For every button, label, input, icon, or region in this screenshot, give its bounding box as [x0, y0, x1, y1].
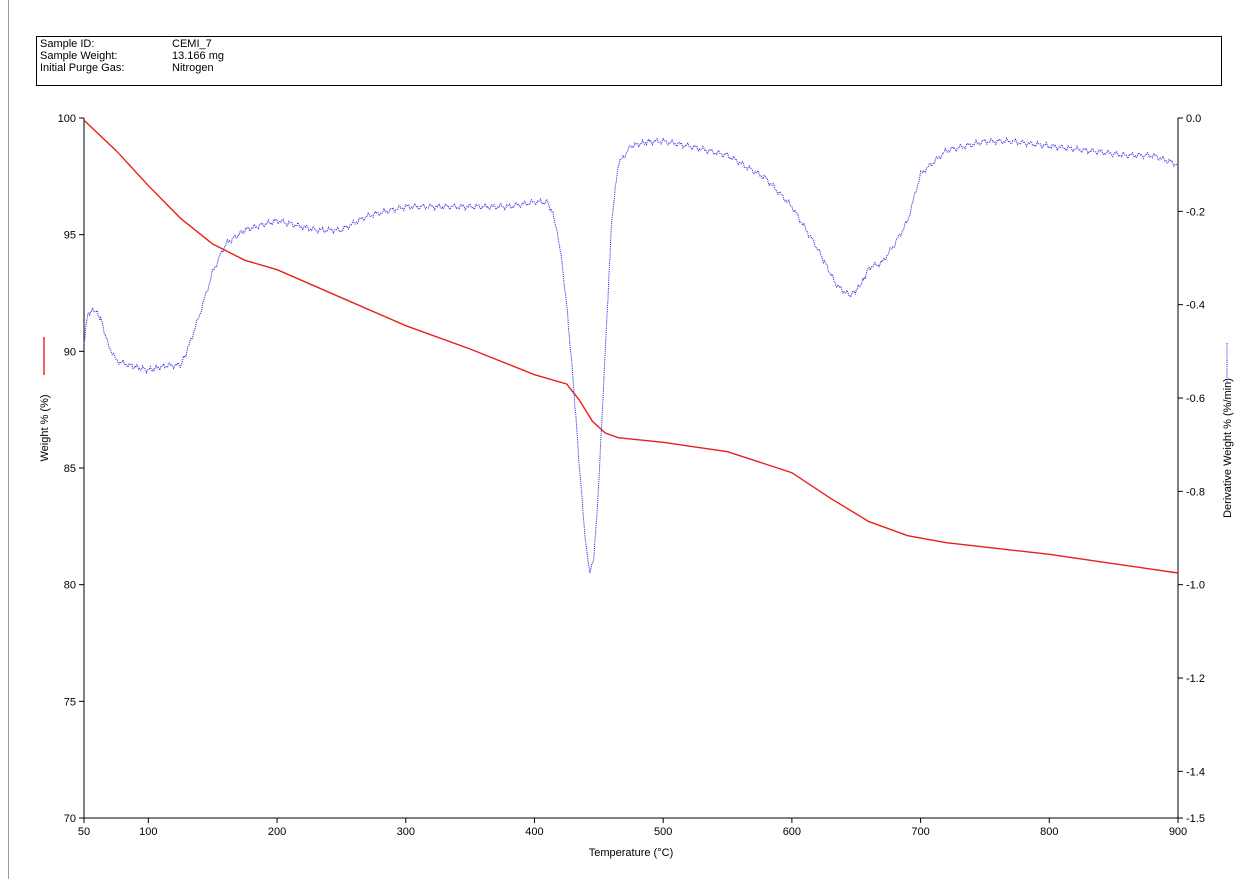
- purge-gas-value: Nitrogen: [172, 62, 214, 74]
- sample-id-value: CEMI_7: [172, 38, 212, 50]
- y-right-tick-label: -0.6: [1186, 393, 1205, 405]
- y-left-tick-label: 90: [64, 346, 76, 358]
- x-tick-label: 50: [78, 826, 90, 838]
- x-tick-label: 700: [911, 826, 929, 838]
- y-right-tick-label: 0.0: [1186, 113, 1201, 125]
- y-right-tick-label: -1.5: [1186, 813, 1205, 825]
- x-tick-label: 300: [397, 826, 415, 838]
- y-axis-left-label: Weight % (%): [39, 394, 51, 461]
- purge-gas-label: Initial Purge Gas:: [40, 62, 125, 74]
- tick-group: 50 100 200 300 400 500 600 700 800 900 100 95 90 85 80…: [58, 113, 1205, 838]
- sample-weight-label: Sample Weight:: [40, 50, 118, 62]
- axes: [83, 118, 1179, 819]
- derivative-weight-line: [83, 136, 1179, 574]
- y-right-tick-label: -0.4: [1186, 300, 1205, 312]
- y-right-tick-label: -1.0: [1186, 580, 1205, 592]
- sample-id-label: Sample ID:: [40, 38, 95, 50]
- y-left-tick-label: 85: [64, 463, 76, 475]
- y-left-tick-label: 75: [64, 696, 76, 708]
- sample-weight-value: 13.166 mg: [172, 50, 224, 62]
- y-left-tick-label: 100: [58, 113, 76, 125]
- y-left-tick-label: 95: [64, 230, 76, 242]
- y-right-tick-label: -0.8: [1186, 486, 1205, 498]
- y-right-tick-label: -0.2: [1186, 206, 1205, 218]
- sample-info-box: Sample ID: CEMI_7 Sample Weight: 13.166 …: [36, 36, 1222, 86]
- left-rule: [8, 0, 9, 879]
- weight-percent-line: [83, 119, 1179, 574]
- y-left-tick-label: 70: [64, 813, 76, 825]
- x-tick-label: 100: [139, 826, 157, 838]
- x-axis-label: Temperature (°C): [589, 847, 673, 859]
- y-right-tick-label: -1.2: [1186, 673, 1205, 685]
- x-tick-label: 600: [783, 826, 801, 838]
- y-left-tick-label: 80: [64, 580, 76, 592]
- y-right-tick-label: -1.4: [1186, 766, 1205, 778]
- x-tick-label: 800: [1040, 826, 1058, 838]
- x-tick-label: 400: [525, 826, 543, 838]
- x-tick-label: 500: [654, 826, 672, 838]
- y-axis-right-label: Derivative Weight % (%/min): [1222, 378, 1234, 518]
- x-tick-label: 200: [268, 826, 286, 838]
- series-group: [83, 119, 1179, 574]
- legend-marks: [43, 337, 1228, 382]
- x-tick-label: 900: [1169, 826, 1187, 838]
